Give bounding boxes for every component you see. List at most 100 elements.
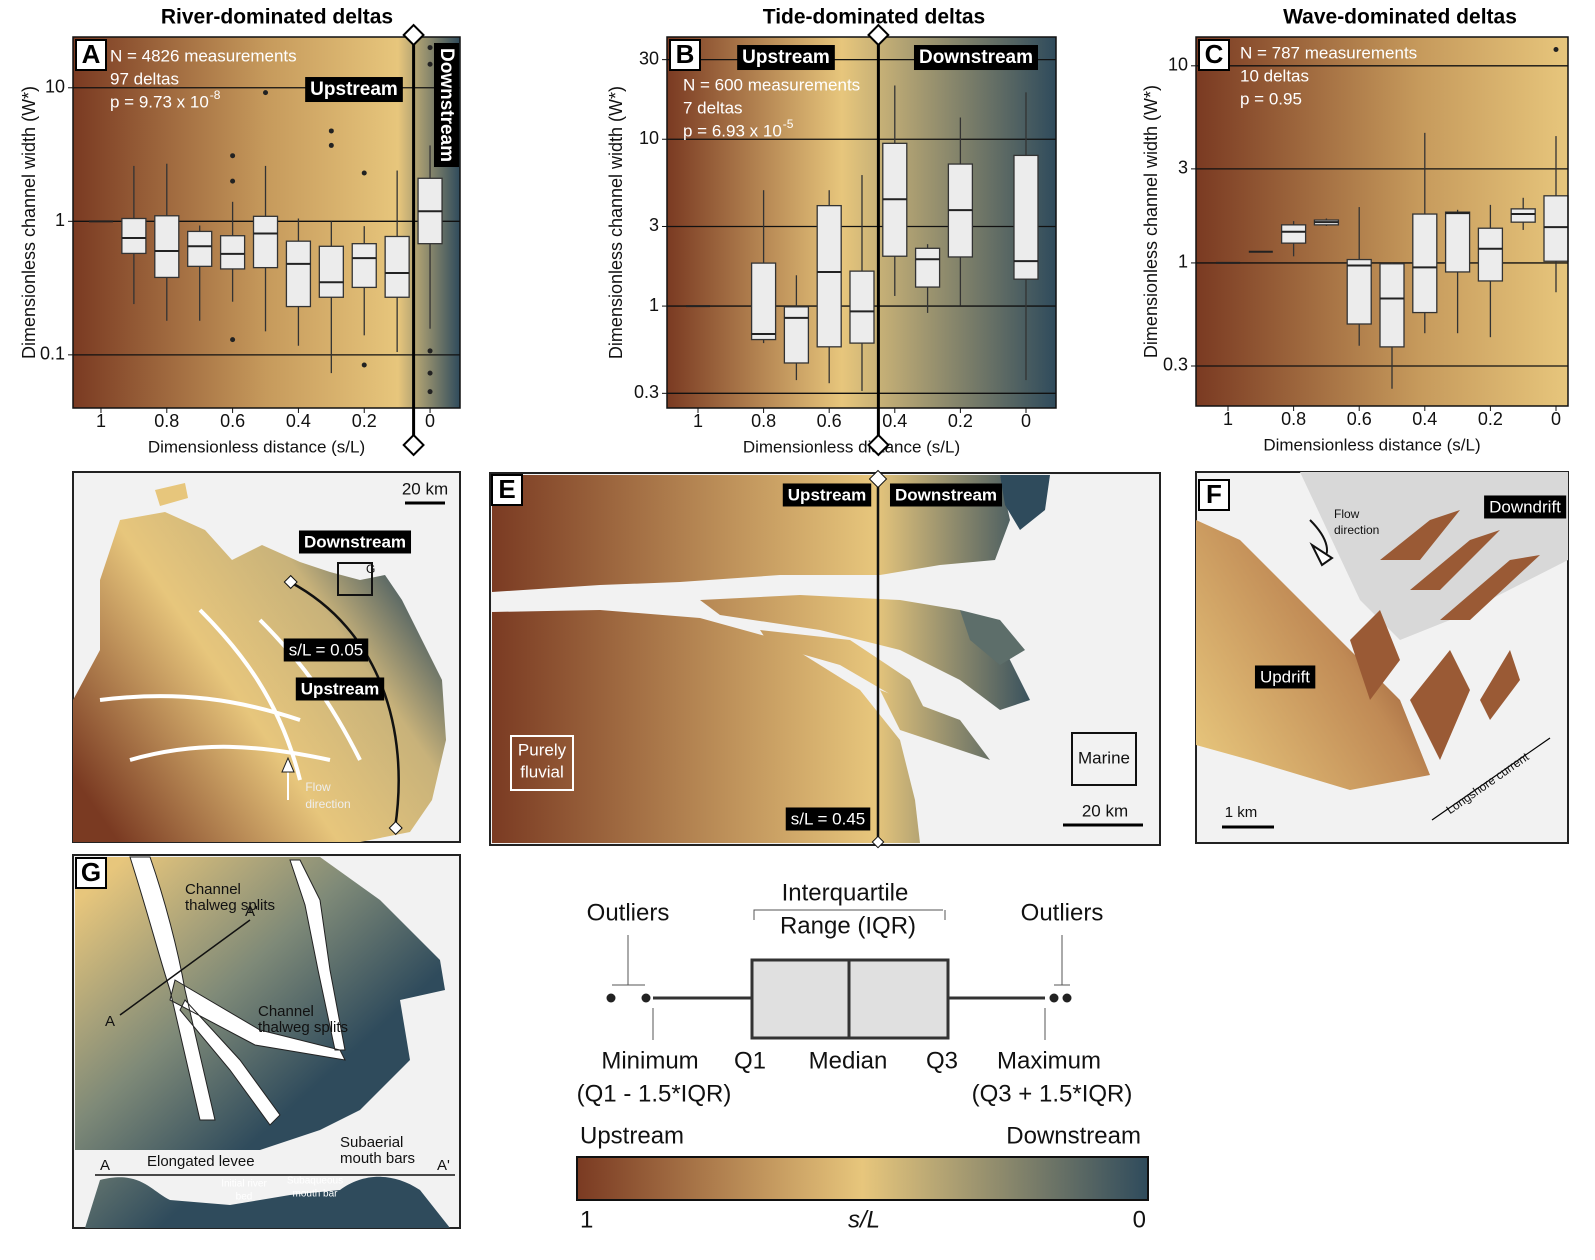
y-tick-label: 0.3 <box>1163 355 1188 375</box>
outlier <box>428 389 433 394</box>
colorbar-title: s/L <box>848 1206 880 1233</box>
box <box>122 218 146 253</box>
y-tick-label: 3 <box>649 215 659 235</box>
annotation: p = 0.95 <box>1240 89 1302 108</box>
x-axis-label: Dimensionless distance (s/L) <box>743 437 960 456</box>
panel-label: E <box>498 474 515 504</box>
colorbar-label: Upstream <box>580 1122 684 1149</box>
box <box>1478 228 1502 281</box>
legend-text: Minimum <box>601 1047 698 1074</box>
annotation: 10 deltas <box>1240 66 1309 85</box>
box-chart: 10310.310.80.60.40.20Wave-dominated delt… <box>1141 6 1568 455</box>
chart-title: Wave-dominated deltas <box>1283 6 1517 29</box>
x-tick-label: 0.6 <box>220 411 245 431</box>
x-axis-label: Dimensionless distance (s/L) <box>1263 435 1480 454</box>
label: A <box>105 1013 115 1030</box>
x-tick-label: 0.8 <box>751 411 776 431</box>
annotation: N = 600 measurements <box>683 75 860 94</box>
tag: Updrift <box>1260 667 1310 686</box>
scale-label: 1 km <box>1225 804 1258 821</box>
outlier <box>1050 994 1059 1003</box>
y-tick-label: 1 <box>649 295 659 315</box>
outlier <box>329 143 334 148</box>
panel-label: F <box>1206 479 1222 509</box>
tag: s/L = 0.45 <box>791 809 866 828</box>
tag: Downdrift <box>1489 497 1561 516</box>
label: Elongated levee <box>147 1153 255 1170</box>
tag: Upstream <box>310 79 398 100</box>
box <box>1413 214 1437 313</box>
annotation: p = 6.93 x 10 <box>683 121 782 140</box>
inset-label: G <box>366 562 375 576</box>
panel-e: E Upstream Downstream s/L = 0.45 Purely … <box>490 471 1160 848</box>
y-tick-label: 1 <box>55 210 65 230</box>
outlier <box>428 371 433 376</box>
y-tick-label: 0.1 <box>40 344 65 364</box>
panel-f: F Flow direction Downdrift Updrift 1 km … <box>1196 472 1568 843</box>
outlier <box>1063 994 1072 1003</box>
label: A' <box>437 1157 450 1174</box>
charts: 1 0 1 0.1 1 0.8 0.6 0.4 0.2 0 River-dominated delt… <box>19 6 1568 457</box>
x-tick-label: 0.4 <box>882 411 907 431</box>
legend-text: Outliers <box>587 899 670 926</box>
outlier <box>428 45 433 50</box>
box <box>916 248 940 287</box>
box <box>1446 212 1470 272</box>
outlier <box>329 128 334 133</box>
tag: Downstream <box>304 532 406 551</box>
x-tick-label: 0 <box>425 411 435 431</box>
box <box>254 216 278 267</box>
box <box>385 236 409 297</box>
box <box>752 263 776 339</box>
label: mouth bar <box>292 1189 338 1200</box>
y-tick-label: 0.3 <box>634 382 659 402</box>
y-tick-label: 1 <box>1178 252 1188 272</box>
outlier <box>1553 47 1558 52</box>
label: Marine <box>1078 748 1130 767</box>
x-tick-label: 0.8 <box>1281 409 1306 429</box>
panel-label: B <box>676 39 695 69</box>
tag: Downstream <box>919 47 1033 68</box>
x-tick-label: 0.6 <box>1347 409 1372 429</box>
scale-label: 20 km <box>402 479 448 498</box>
chart-title: River-dominated deltas <box>161 6 393 29</box>
annotation: 7 deltas <box>683 98 743 117</box>
outlier <box>230 153 235 158</box>
annotation-exponent: -8 <box>210 88 221 102</box>
label: A' <box>245 903 258 920</box>
flow-label: Flow <box>1334 507 1360 521</box>
outlier <box>362 171 367 176</box>
label: thalweg splits <box>185 897 275 914</box>
label: Subaerial <box>340 1134 403 1151</box>
outlier <box>230 337 235 342</box>
outlier <box>230 179 235 184</box>
colorbar-tick: 1 <box>580 1206 593 1233</box>
outlier <box>428 62 433 67</box>
box-legend: Outliers Interquartile Range (IQR) Outli… <box>577 879 1133 1107</box>
x-axis-label: Dimensionless distance (s/L) <box>148 437 365 456</box>
annotation-exponent: -5 <box>783 117 794 131</box>
colorbar-tick: 0 <box>1133 1206 1146 1233</box>
colorbar-label: Downstream <box>1006 1122 1141 1149</box>
outlier <box>428 348 433 353</box>
x-tick-label: 0.4 <box>286 411 311 431</box>
box <box>1544 196 1568 261</box>
panel-g: G Channel thalweg splits Channel thalweg… <box>73 855 460 1228</box>
legend-text: (Q3 + 1.5*IQR) <box>972 1080 1133 1107</box>
box <box>352 244 376 288</box>
box <box>784 307 808 363</box>
box <box>817 206 841 347</box>
legend-text: Median <box>809 1047 888 1074</box>
tag: Downstream <box>436 48 457 162</box>
legend-text: Outliers <box>1021 899 1104 926</box>
box <box>155 216 179 278</box>
x-tick-label: 0 <box>1551 409 1561 429</box>
figure: 1 0 1 0.1 1 0.8 0.6 0.4 0.2 0 River-dominated delt… <box>0 0 1595 1255</box>
box <box>1347 260 1371 324</box>
x-tick-label: 0 <box>1021 411 1031 431</box>
y-tick-label: 30 <box>639 48 659 68</box>
x-tick-label: 0.2 <box>352 411 377 431</box>
box <box>1511 209 1535 222</box>
outlier <box>642 994 651 1003</box>
label: A <box>100 1157 110 1174</box>
